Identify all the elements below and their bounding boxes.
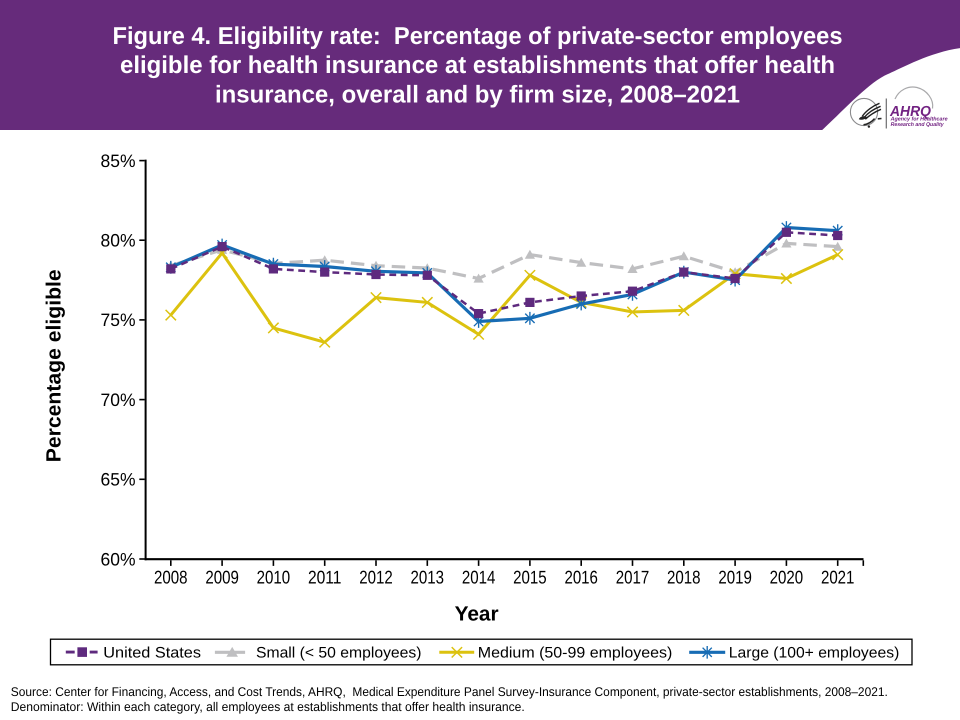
svg-text:2013: 2013 <box>411 567 445 588</box>
svg-text:80%: 80% <box>101 231 136 251</box>
svg-text:2019: 2019 <box>718 567 752 588</box>
svg-text:Research and Quality: Research and Quality <box>891 122 945 128</box>
svg-text:75%: 75% <box>101 310 136 330</box>
svg-text:Figure 4. Eligibility rate: P: Figure 4. Eligibility rate: Percentage o… <box>113 23 843 50</box>
svg-text:65%: 65% <box>101 470 136 490</box>
svg-text:2018: 2018 <box>667 567 701 588</box>
svg-text:insurance, overall and by firm: insurance, overall and by firm size, 200… <box>215 81 740 108</box>
svg-text:United States: United States <box>103 645 201 662</box>
svg-text:2016: 2016 <box>564 567 598 588</box>
svg-text:2008: 2008 <box>154 567 188 588</box>
svg-text:Year: Year <box>455 602 499 625</box>
svg-text:Agency for Healthcare: Agency for Healthcare <box>890 117 948 123</box>
svg-text:2011: 2011 <box>308 567 342 588</box>
svg-text:Large (100+ employees): Large (100+ employees) <box>729 645 900 662</box>
svg-text:AHRQ: AHRQ <box>889 104 932 120</box>
svg-text:2017: 2017 <box>616 567 650 588</box>
svg-text:2009: 2009 <box>205 567 239 588</box>
svg-text:2015: 2015 <box>513 567 547 588</box>
svg-text:Percentage eligible: Percentage eligible <box>43 269 66 462</box>
svg-text:85%: 85% <box>101 151 136 171</box>
svg-text:Denominator: Within each categ: Denominator: Within each category, all e… <box>11 700 525 714</box>
svg-text:Medium (50-99 employees): Medium (50-99 employees) <box>478 645 673 662</box>
svg-text:2021: 2021 <box>821 567 855 588</box>
svg-text:70%: 70% <box>101 390 136 410</box>
svg-text:2014: 2014 <box>462 567 496 588</box>
svg-text:2010: 2010 <box>257 567 291 588</box>
svg-text:2020: 2020 <box>770 567 804 588</box>
svg-text:eligible for health insurance: eligible for health insurance at establi… <box>120 52 835 79</box>
svg-text:60%: 60% <box>101 549 136 569</box>
svg-text:Source: Center for Financing,: Source: Center for Financing, Access, an… <box>11 685 888 699</box>
svg-text:2012: 2012 <box>359 567 393 588</box>
svg-text:Small (< 50 employees): Small (< 50 employees) <box>256 645 422 662</box>
